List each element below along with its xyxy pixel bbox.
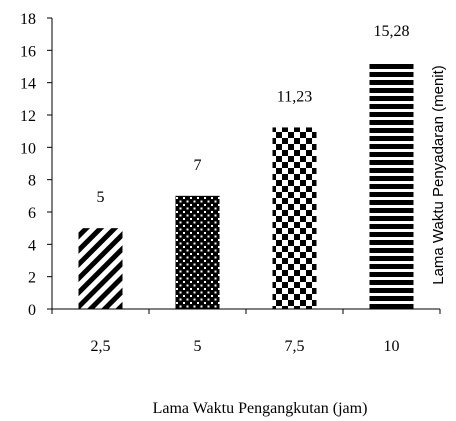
bar-1 xyxy=(78,228,123,309)
y-tick-label: 2 xyxy=(28,270,36,287)
data-label-2: 7 xyxy=(194,157,202,174)
data-label-4: 15,28 xyxy=(374,23,410,40)
y-tick-label: 6 xyxy=(28,205,36,222)
y-tick-label: 12 xyxy=(20,108,36,125)
y-tick-label: 14 xyxy=(20,76,36,93)
y-axis-ticks: 0 2 4 6 8 10 12 14 16 18 xyxy=(20,11,52,319)
x-tick-label: 2,5 xyxy=(91,338,111,355)
data-label-3: 11,23 xyxy=(277,88,312,105)
y-tick-label: 8 xyxy=(28,173,36,190)
data-labels: 5 7 11,23 15,28 xyxy=(97,23,410,206)
x-tick-label: 10 xyxy=(384,338,400,355)
x-axis-ticks: 2,5 5 7,5 10 xyxy=(51,309,441,355)
bar-4 xyxy=(369,61,414,310)
y-tick-label: 0 xyxy=(28,302,36,319)
y-tick-label: 16 xyxy=(20,43,36,60)
x-axis-title: Lama Waktu Pengangkutan (jam) xyxy=(153,400,368,417)
y-tick-label: 4 xyxy=(28,237,36,254)
bar-2 xyxy=(175,195,220,309)
y-tick-label: 18 xyxy=(20,11,36,28)
data-label-1: 5 xyxy=(97,189,105,206)
bar-3 xyxy=(272,127,317,309)
y-axis-title: Lama Waktu Penyadaran (menit) xyxy=(430,65,447,285)
x-tick-label: 5 xyxy=(194,338,202,355)
y-tick-label: 10 xyxy=(20,140,36,157)
bars xyxy=(78,61,414,310)
x-tick-label: 7,5 xyxy=(285,338,305,355)
